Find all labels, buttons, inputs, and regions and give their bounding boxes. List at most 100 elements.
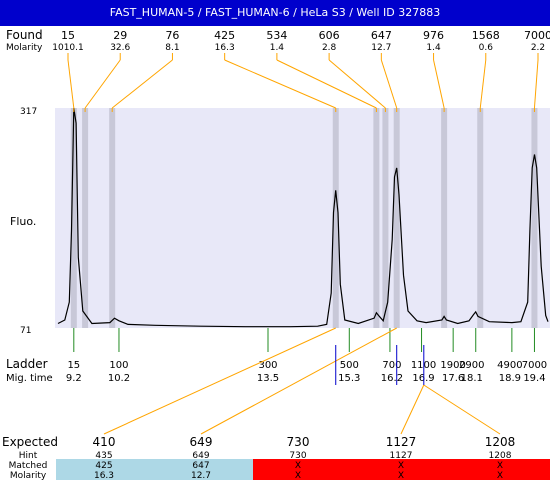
found-leader-line [111, 59, 173, 109]
found-size-label: 534 [266, 29, 287, 42]
y-tick-label-min: 71 [20, 326, 31, 336]
expected-leader-line [423, 384, 501, 435]
plot-area: 317 71 [20, 107, 550, 336]
found-molarity-label: 2.2 [531, 43, 545, 53]
found-peak-bands [70, 108, 538, 328]
matched-background [56, 459, 253, 480]
found-molarity-label: 1.4 [426, 43, 441, 53]
ladder-group: 159.210010.230013.550015.370016.2110016.… [66, 328, 547, 384]
plot-background [55, 108, 550, 328]
expected-size-value: 410 [93, 435, 116, 449]
found-band [393, 108, 400, 328]
found-peaks-group: 151010.12932.6768.142516.35341.46062.864… [52, 29, 550, 112]
ladder-size-label: 2900 [459, 360, 484, 371]
ladder-size-label: 4900 [497, 360, 522, 371]
ladder-time-label: 18.1 [461, 373, 483, 384]
expected-leader-line [200, 327, 397, 435]
ladder-time-label: 19.4 [523, 373, 545, 384]
molarity-value: X [295, 471, 301, 480]
hint-value: 649 [192, 451, 209, 461]
found-molarity-label: 2.8 [322, 43, 337, 53]
matched-label: Matched [9, 461, 48, 471]
found-leader-line [433, 59, 445, 109]
matched-value: X [295, 461, 301, 471]
ladder-label: Ladder [6, 357, 48, 371]
found-leader-line [224, 59, 336, 109]
found-size-label: 976 [423, 29, 444, 42]
fluorescence-trace-group [57, 107, 549, 328]
found-band [441, 108, 448, 328]
ladder-time-label: 18.9 [499, 373, 521, 384]
found-leader-line [84, 59, 121, 109]
found-band [82, 108, 89, 328]
expected-label: Expected [2, 435, 58, 449]
expected-table: 41043542516.364964964712.7730730XX112711… [56, 327, 550, 480]
found-molarity-label: 1010.1 [52, 43, 84, 53]
y-tick-label-max: 317 [20, 107, 37, 117]
matched-value: 425 [95, 461, 112, 471]
found-size-label: 7000 [524, 29, 550, 42]
fluorescence-trace [57, 107, 549, 328]
title-bar: FAST_HUMAN-5 / FAST_HUMAN-6 / HeLa S3 / … [0, 0, 550, 26]
found-label: Found [6, 28, 43, 42]
ladder-size-label: 100 [109, 360, 128, 371]
page-title: FAST_HUMAN-5 / FAST_HUMAN-6 / HeLa S3 / … [109, 6, 441, 19]
found-size-label: 425 [214, 29, 235, 42]
unmatched-background [253, 459, 550, 480]
found-size-label: 647 [371, 29, 392, 42]
expected-leader-line [400, 384, 425, 435]
found-band [531, 108, 538, 328]
found-band [332, 108, 339, 328]
hint-label: Hint [19, 451, 38, 461]
molarity-value: X [497, 471, 503, 480]
expected-size-value: 730 [287, 435, 310, 449]
matched-value: X [398, 461, 404, 471]
found-band [70, 108, 77, 328]
found-leader-line [67, 59, 75, 109]
found-size-label: 76 [165, 29, 179, 42]
found-size-label: 606 [319, 29, 340, 42]
found-leader-line [328, 59, 386, 109]
found-molarity-label: 0.6 [479, 43, 494, 53]
found-size-label: 15 [61, 29, 75, 42]
hint-value: 435 [95, 451, 112, 461]
ladder-size-label: 700 [382, 360, 401, 371]
expected-size-value: 1208 [485, 435, 516, 449]
found-size-label: 1568 [472, 29, 500, 42]
matched-value: 647 [192, 461, 209, 471]
molarity-bottom-label: Molarity [10, 471, 47, 480]
matched-value: X [497, 461, 503, 471]
found-band [477, 108, 484, 328]
ladder-time-label: 15.3 [338, 373, 360, 384]
ladder-time-label: 13.5 [257, 373, 279, 384]
ladder-time-label: 16.2 [381, 373, 403, 384]
found-size-label: 29 [113, 29, 127, 42]
mig-time-label: Mig. time [6, 373, 53, 384]
found-molarity-label: 32.6 [110, 43, 130, 53]
molarity-value: 16.3 [94, 471, 114, 480]
ladder-time-label: 9.2 [66, 373, 82, 384]
fluo-axis-label: Fluo. [10, 215, 36, 228]
ladder-size-label: 7000 [522, 360, 547, 371]
found-molarity-label: 12.7 [371, 43, 391, 53]
found-leader-line [276, 59, 377, 109]
ladder-time-label: 10.2 [108, 373, 130, 384]
hint-value: 1127 [390, 451, 413, 461]
found-molarity-label: 8.1 [165, 43, 179, 53]
molarity-value: X [398, 471, 404, 480]
found-molarity-label: 1.4 [270, 43, 285, 53]
ladder-size-label: 15 [67, 360, 80, 371]
found-leader-line [533, 59, 539, 109]
found-molarity-label: 16.3 [215, 43, 235, 53]
found-leader-line [479, 59, 487, 109]
hint-value: 1208 [489, 451, 512, 461]
found-band [382, 108, 389, 328]
expected-size-value: 1127 [386, 435, 417, 449]
ladder-size-label: 500 [340, 360, 359, 371]
found-band [373, 108, 380, 328]
molarity-label: Molarity [6, 43, 43, 53]
expected-size-value: 649 [190, 435, 213, 449]
ladder-size-label: 1900 [440, 360, 465, 371]
